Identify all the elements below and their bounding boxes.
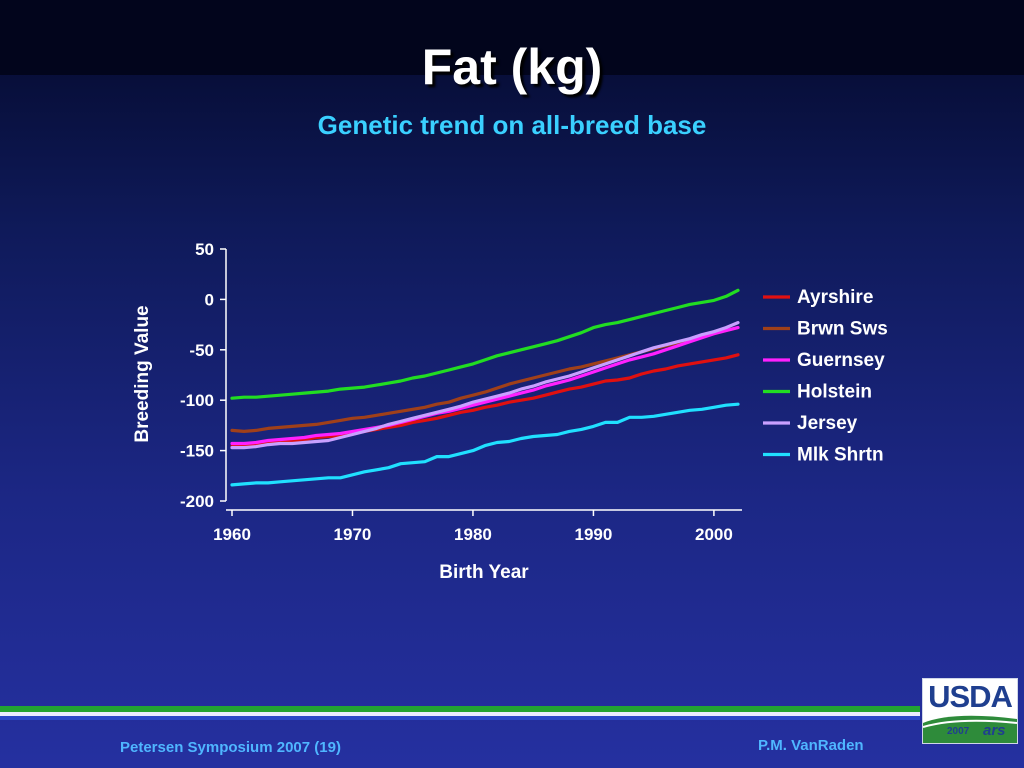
legend-label: Mlk Shrtn [797,445,884,466]
series-line-mlk-shrtn [230,402,740,487]
footer-event: Petersen Symposium 2007 (19) [120,739,341,756]
series-line-holstein [230,288,740,400]
x-tick-label: 1990 [575,525,613,544]
usda-logo-year: 2007 [947,726,970,737]
y-tick-label: -50 [189,341,214,360]
series-line-guernsey [230,326,740,446]
ars-logo-mark: ars [983,722,1006,739]
footer-rule-blue [0,716,920,720]
legend-label: Jersey [797,413,858,434]
footer-rule-white [0,712,920,716]
chart-legend: Ayrshire Brwn Sws Guernsey Holstein Jersey Ml… [763,287,888,466]
y-tick-label: -150 [180,442,214,461]
x-axis-label: Birth Year [439,562,529,583]
y-tick-label: -200 [180,492,214,511]
series-line-jersey [230,321,740,450]
legend-label: Ayrshire [797,287,873,308]
x-tick-label: 1970 [334,525,372,544]
usda-logo-swoosh-icon [923,715,1017,743]
x-tick-label: 1980 [454,525,492,544]
x-tick-label: 2000 [695,525,733,544]
line-chart: 50 0 -50 -100 -150 -200 1960 1970 1980 1990 2000 A… [132,240,888,583]
y-tick-label: 0 [205,290,214,309]
footer-rule-green [0,706,920,712]
usda-logo-text: USDA [928,679,1013,714]
x-tick-label: 1960 [213,525,251,544]
chart-axes: 50 0 -50 -100 -150 -200 1960 1970 1980 1990 2000 [180,240,742,544]
usda-logo: USDA 2007 ars [922,678,1018,744]
series-line-ayrshire [230,353,740,449]
y-tick-label: -100 [180,391,214,410]
chart-series-lines [230,288,740,487]
y-axis-label: Breeding Value [132,305,153,442]
legend-label: Brwn Sws [797,319,888,340]
slide-title: Fat (kg) [421,39,603,95]
top-band [0,0,1024,75]
y-tick-label: 50 [195,240,214,259]
slide-subtitle: Genetic trend on all-breed base [317,110,707,140]
legend-label: Holstein [797,382,872,403]
footer-author: P.M. VanRaden [758,737,864,754]
legend-label: Guernsey [797,350,885,371]
